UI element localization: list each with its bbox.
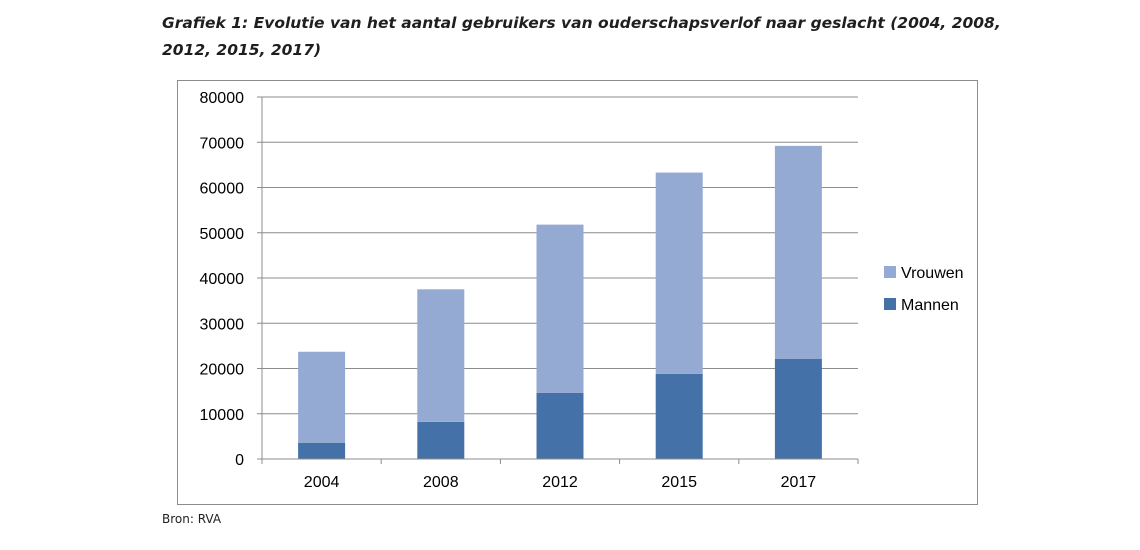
y-tick-label: 20000 bbox=[200, 362, 245, 379]
bar-vrouwen-2012 bbox=[536, 224, 584, 393]
bar-vrouwen-2008 bbox=[417, 289, 465, 422]
bar-mannen-2017 bbox=[774, 358, 822, 459]
legend-label-vrouwen: Vrouwen bbox=[901, 265, 964, 282]
y-tick-label: 80000 bbox=[200, 90, 245, 107]
legend-swatch-vrouwen bbox=[884, 266, 896, 278]
bar-vrouwen-2004 bbox=[298, 351, 346, 443]
legend-swatch-mannen bbox=[884, 298, 896, 310]
x-tick-label: 2004 bbox=[304, 474, 340, 491]
chart-frame bbox=[177, 80, 978, 505]
chart-title: Grafiek 1: Evolutie van het aantal gebru… bbox=[162, 14, 1001, 59]
y-tick-label: 10000 bbox=[200, 407, 245, 424]
bar-mannen-2004 bbox=[298, 442, 346, 459]
x-tick-labels: 2004 2008 2012 2015 2017 bbox=[304, 474, 816, 491]
x-tick-label: 2008 bbox=[423, 474, 459, 491]
bar-mannen-2012 bbox=[536, 392, 584, 459]
y-tick-label: 70000 bbox=[200, 135, 245, 152]
y-tick-label: 30000 bbox=[200, 316, 245, 333]
source-note: Bron: RVA bbox=[162, 512, 222, 526]
bar-vrouwen-2015 bbox=[655, 172, 703, 374]
y-tick-labels: 0 10000 20000 30000 40000 50000 60000 70000 8000… bbox=[200, 90, 245, 469]
bar-vrouwen-2017 bbox=[774, 145, 822, 359]
bars bbox=[298, 145, 822, 459]
legend: Vrouwen Mannen bbox=[884, 265, 964, 314]
x-tick-label: 2017 bbox=[781, 474, 817, 491]
x-tick-label: 2015 bbox=[661, 474, 697, 491]
legend-label-mannen: Mannen bbox=[901, 297, 959, 314]
x-tick-label: 2012 bbox=[542, 474, 578, 491]
axes bbox=[257, 96, 859, 464]
y-tick-label: 40000 bbox=[200, 271, 245, 288]
y-tick-label: 0 bbox=[235, 452, 244, 469]
bar-mannen-2008 bbox=[417, 421, 465, 459]
y-tick-label: 60000 bbox=[200, 181, 245, 198]
bar-mannen-2015 bbox=[655, 373, 703, 459]
y-tick-label: 50000 bbox=[200, 226, 245, 243]
